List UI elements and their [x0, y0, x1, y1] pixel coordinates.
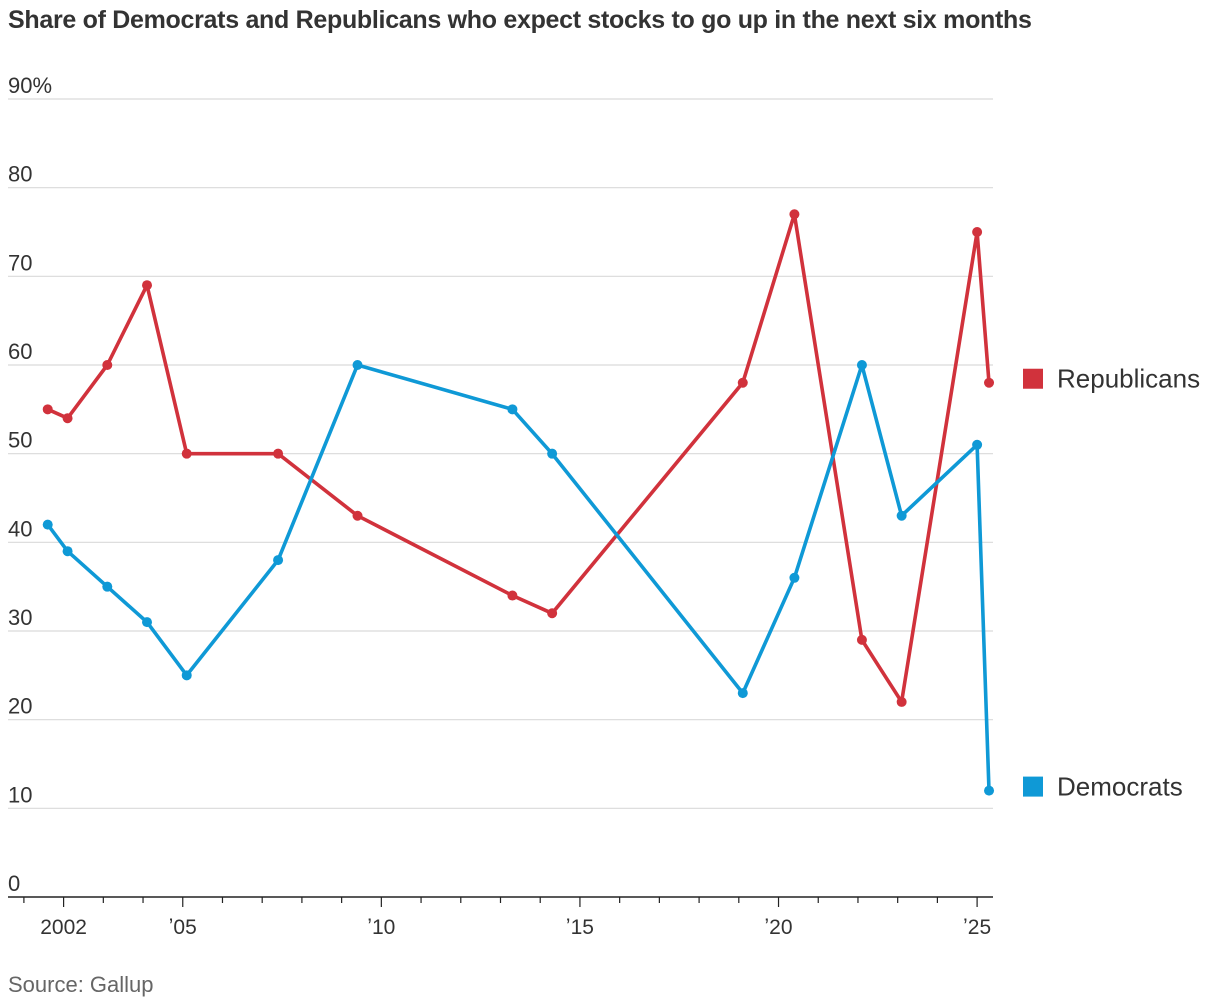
line-chart: 90% 80 70 60 50 40 30 20 10 0 2002 ʼ05 ʼ10 ʼ15 ʼ20 ʼ25… — [8, 73, 1200, 939]
democrats-line — [45, 363, 991, 793]
y-tick-label: 60 — [8, 339, 32, 364]
republicans-point — [352, 510, 363, 521]
democrats-point — [737, 688, 748, 699]
democrats-point — [273, 555, 284, 566]
x-tick-label: ʼ10 — [367, 916, 395, 939]
democrats-legend-swatch — [1023, 776, 1043, 797]
republicans-point — [42, 404, 53, 415]
republicans-point — [984, 377, 995, 388]
y-tick-label: 20 — [8, 694, 32, 719]
source-note: Source: Gallup — [8, 972, 154, 997]
x-tick-label: ʼ15 — [566, 916, 594, 939]
democrats-point — [547, 448, 558, 459]
y-tick-label: 10 — [8, 782, 32, 807]
x-tick-label: ʼ05 — [169, 916, 197, 939]
democrats-point — [352, 360, 363, 370]
y-axis-tick-labels: 90% 80 70 60 50 40 30 20 10 0 — [8, 73, 52, 896]
republicans-point — [273, 448, 284, 459]
legend: Republicans Democrats — [1023, 364, 1200, 802]
republicans-point — [102, 360, 113, 370]
republicans-point — [856, 634, 867, 645]
series-lines — [42, 209, 995, 796]
democrats-point — [507, 404, 518, 415]
y-tick-label: 50 — [8, 428, 32, 453]
republicans-point — [896, 696, 907, 707]
x-tick-label: ʼ20 — [765, 916, 793, 939]
republicans-point — [547, 608, 558, 619]
y-tick-label: 90% — [8, 73, 52, 98]
y-tick-label: 0 — [8, 871, 20, 896]
x-axis: 2002 ʼ05 ʼ10 ʼ15 ʼ20 ʼ25 — [8, 896, 993, 939]
republicans-point — [507, 590, 518, 601]
republicans-point — [62, 413, 73, 424]
democrats-point — [789, 572, 800, 583]
democrats-point — [62, 546, 73, 557]
democrats-point — [142, 617, 153, 628]
democrats-point — [984, 785, 995, 796]
y-tick-label: 80 — [8, 162, 32, 187]
chart-title: Share of Democrats and Republicans who e… — [8, 6, 1032, 34]
democrats-point — [972, 439, 983, 450]
x-tick-label: 2002 — [40, 916, 87, 939]
republicans-point — [972, 227, 983, 237]
y-tick-label: 70 — [8, 250, 32, 275]
democrats-point — [856, 360, 867, 370]
gridlines — [8, 98, 993, 809]
republicans-legend-label: Republicans — [1057, 364, 1200, 394]
y-tick-label: 30 — [8, 605, 32, 630]
x-tick-label: ʼ25 — [963, 916, 991, 939]
democrats-point — [42, 519, 53, 530]
democrats-legend-label: Democrats — [1057, 772, 1183, 802]
republicans-point — [181, 448, 192, 459]
democrats-point — [896, 510, 907, 521]
democrats-point — [181, 670, 192, 681]
republicans-point — [737, 377, 748, 388]
republicans-point — [789, 209, 800, 220]
democrats-point — [102, 581, 113, 592]
y-tick-label: 40 — [8, 516, 32, 541]
republicans-legend-swatch — [1023, 368, 1043, 389]
republicans-point — [142, 280, 153, 291]
